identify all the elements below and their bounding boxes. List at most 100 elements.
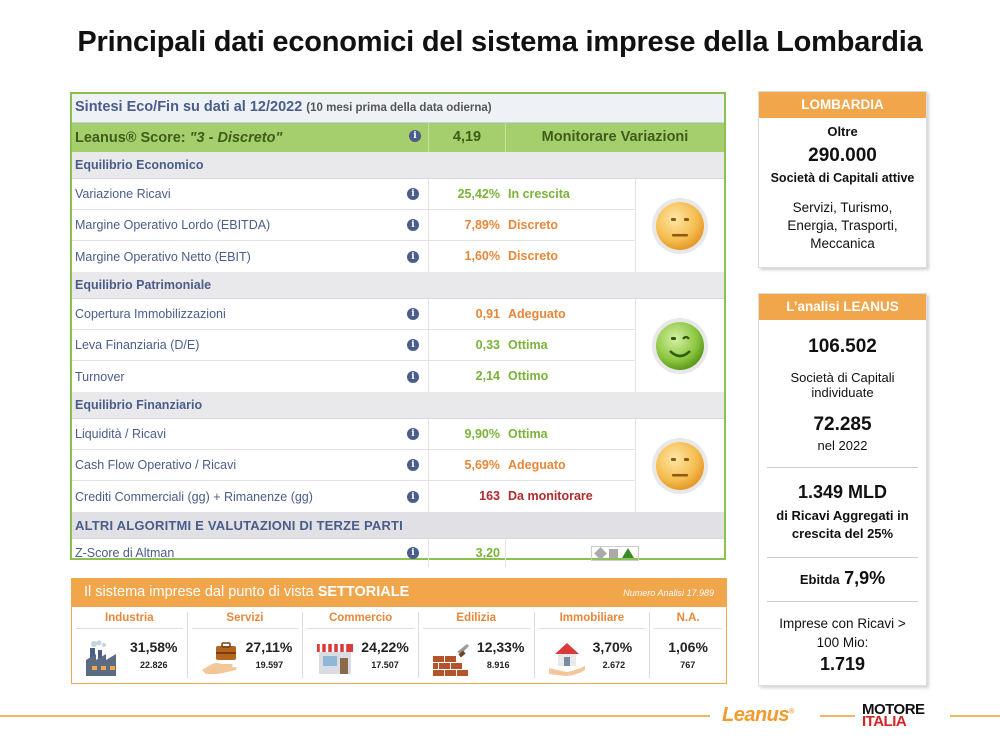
table-row: Turnover i 2,14 Ottimo xyxy=(72,361,635,392)
sector-name: Commercio xyxy=(307,612,414,629)
summary-heading-note: (10 mesi prima della data odierna) xyxy=(306,102,492,114)
row-label: Cash Flow Operativo / Ricavi xyxy=(75,458,237,472)
page-title: Principali dati economici del sistema im… xyxy=(77,26,923,58)
sector-pct: 27,11% xyxy=(245,639,293,655)
algo-section-title: ALTRI ALGORITMI E VALUTAZIONI DI TERZE P… xyxy=(72,512,724,539)
table-row: Variazione Ricavi i 25,42% In crescita xyxy=(72,179,635,210)
sector-name: Immobiliare xyxy=(538,612,646,629)
sector-name: Servizi xyxy=(191,612,299,629)
info-icon[interactable]: i xyxy=(407,219,419,231)
sector-count: 8.916 xyxy=(486,660,510,670)
section-group: Liquidità / Ricavi i 9,90% Ottima Cash Fl… xyxy=(72,419,724,512)
row-status: Ottima xyxy=(508,338,548,352)
info-icon[interactable]: i xyxy=(407,490,419,503)
smiley-cell xyxy=(635,179,724,272)
zscore-label: Z-Score di Altman xyxy=(75,546,175,560)
bricks-icon xyxy=(432,644,469,676)
info-icon[interactable]: i xyxy=(407,339,419,351)
summary-heading-text: Sintesi Eco/Fin su dati al 12/2022 xyxy=(75,99,303,115)
sector-heading-bold: SETTORIALE xyxy=(317,584,410,600)
section-group: Variazione Ricavi i 25,42% In crescita Ma… xyxy=(72,179,724,272)
info-icon[interactable]: i xyxy=(407,250,419,263)
analisi-l3: di Ricavi Aggregati in crescita del 25% xyxy=(776,508,909,541)
row-status: Ottimo xyxy=(508,369,549,383)
table-row: Crediti Commerciali (gg) + Rimanenze (gg… xyxy=(72,481,635,512)
lombardia-sectors: Servizi, Turismo, Energia, Trasporti, Me… xyxy=(787,200,898,251)
table-row: Liquidità / Ricavi i 9,90% Ottima xyxy=(72,419,635,450)
sector-count: 19.597 xyxy=(255,660,284,670)
sector-name: N.A. xyxy=(654,612,722,629)
info-icon[interactable]: i xyxy=(409,129,421,142)
lombardia-header: LOMBARDIA xyxy=(759,92,926,118)
row-value: 0,91 xyxy=(428,299,505,329)
score-class: "3 - Discreto" xyxy=(189,129,283,146)
sector-item: Edilizia 12,33% 8.916 xyxy=(419,612,535,678)
analisi-n2: 72.285 xyxy=(813,414,872,435)
info-icon[interactable]: i xyxy=(407,459,419,471)
row-value: 1,60% xyxy=(428,241,505,272)
smiley-cell xyxy=(635,419,724,512)
sector-name: Edilizia xyxy=(422,612,530,629)
table-row: Leva Finanziaria (D/E) i 0,33 Ottima xyxy=(72,330,635,361)
info-icon[interactable]: i xyxy=(407,370,419,383)
section-title: Equilibrio Economico xyxy=(72,152,724,179)
sector-pct: 1,06% xyxy=(668,639,708,655)
analisi-box: L’analisi LEANUS 106.502 Società di Capi… xyxy=(758,293,927,686)
divider xyxy=(767,467,918,468)
section-title: Equilibrio Patrimoniale xyxy=(72,272,724,299)
table-row: Copertura Immobilizzazioni i 0,91 Adeguat… xyxy=(72,299,635,330)
summary-heading: Sintesi Eco/Fin su dati al 12/2022 (10 m… xyxy=(72,94,724,123)
lombardia-number: 290.000 xyxy=(808,145,877,166)
row-label: Leva Finanziaria (D/E) xyxy=(75,338,200,352)
imprese-value: 1.719 xyxy=(819,654,866,674)
row-value: 0,33 xyxy=(428,330,505,360)
row-value: 7,89% xyxy=(428,210,505,240)
row-label: Turnover xyxy=(75,369,125,384)
row-label: Crediti Commerciali (gg) + Rimanenze (gg… xyxy=(75,489,313,504)
row-status: In crescita xyxy=(508,187,570,201)
sector-pct: 31,58% xyxy=(130,639,178,655)
sector-panel: Il sistema imprese dal punto di vista SE… xyxy=(71,578,727,684)
info-icon[interactable]: i xyxy=(407,547,419,559)
sector-count: 2.672 xyxy=(602,660,626,670)
score-row: Leanus® Score: "3 - Discreto" i 4,19 Mon… xyxy=(72,123,724,152)
footer-line xyxy=(950,715,1000,717)
analisi-n1: 106.502 xyxy=(808,336,877,357)
neutral-smiley-icon xyxy=(652,197,708,254)
sector-count: 767 xyxy=(680,660,696,670)
info-icon[interactable]: i xyxy=(407,308,419,320)
sector-name: Industria xyxy=(76,612,183,629)
row-value: 25,42% xyxy=(428,179,505,209)
row-status: Adeguato xyxy=(508,307,566,321)
leanus-logo: Leanus® xyxy=(722,704,794,726)
sector-pct: 3,70% xyxy=(592,639,633,655)
briefcase-hand-icon xyxy=(201,642,237,674)
divider xyxy=(767,557,918,558)
sector-pct: 12,33% xyxy=(476,639,525,655)
table-row: Cash Flow Operativo / Ricavi i 5,69% Adeg… xyxy=(72,450,635,481)
score-label: Leanus® Score: xyxy=(75,129,190,146)
row-status: Discreto xyxy=(508,249,559,263)
ebitda-label: Ebitda xyxy=(799,572,840,587)
square-icon xyxy=(609,548,618,558)
row-value: 163 xyxy=(428,481,505,512)
smiley-cell xyxy=(635,299,724,392)
ebitda-value: 7,9% xyxy=(844,568,886,588)
sector-count: 17.507 xyxy=(371,660,399,670)
triangle-up-icon xyxy=(622,548,634,558)
info-icon[interactable]: i xyxy=(407,188,419,200)
imprese-label: Imprese con Ricavi > 100 Mio: xyxy=(779,616,906,650)
motore-italia-logo: MOTORE ITALIA xyxy=(862,701,925,730)
summary-panel: Sintesi Eco/Fin su dati al 12/2022 (10 m… xyxy=(70,92,726,567)
row-label: Copertura Immobilizzazioni xyxy=(75,307,226,321)
analisi-l2: nel 2022 xyxy=(817,438,868,453)
sector-heading-text: Il sistema imprese dal punto di vista xyxy=(84,584,318,600)
row-status: Ottima xyxy=(508,427,548,441)
sector-item: N.A. 1,06% 767 xyxy=(650,612,726,678)
row-label: Margine Operativo Netto (EBIT) xyxy=(75,249,251,264)
row-value: 9,90% xyxy=(428,419,505,449)
house-hand-icon xyxy=(548,643,585,676)
info-icon[interactable]: i xyxy=(407,428,419,440)
sector-item: Commercio 24,22% 17.507 xyxy=(303,612,419,678)
divider xyxy=(767,601,918,602)
